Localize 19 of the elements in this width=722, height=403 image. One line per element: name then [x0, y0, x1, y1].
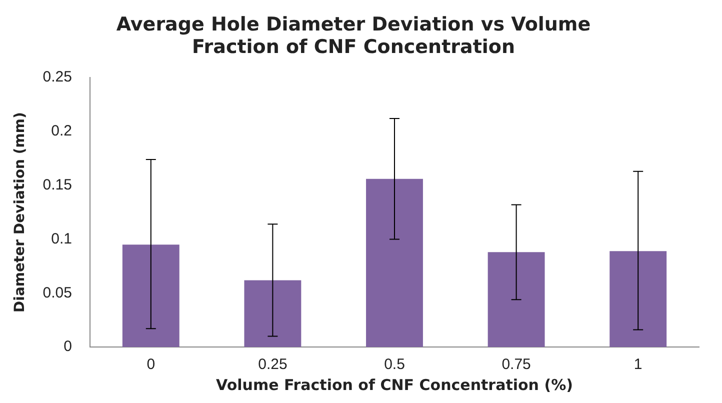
y-tick-label: 0.2 [51, 122, 72, 140]
y-tick-label: 0.05 [42, 284, 72, 302]
x-tick-label: 1 [634, 356, 642, 374]
x-tick-label: 0.5 [384, 356, 405, 374]
x-tick-label: 0 [146, 356, 156, 374]
chart-title: Average Hole Diameter Deviation vs Volume Fraction of CNF Concentration [116, 13, 591, 58]
y-tick-label: 0 [64, 338, 72, 356]
bar [244, 280, 302, 347]
x-tick-label: 0.75 [502, 356, 531, 374]
bar [488, 252, 545, 347]
bar [610, 251, 667, 347]
y-tick-label: 0.15 [42, 176, 72, 194]
x-tick-label: 0.25 [258, 356, 288, 374]
x-axis-title: Volume Fraction of CNF Concentration (%) [216, 376, 573, 394]
bar [366, 178, 423, 347]
bar [122, 244, 180, 347]
y-tick-label: 0.25 [42, 68, 72, 86]
y-tick-label: 0.1 [51, 230, 72, 248]
y-axis-title: Diameter Deviation (mm) [12, 112, 28, 312]
